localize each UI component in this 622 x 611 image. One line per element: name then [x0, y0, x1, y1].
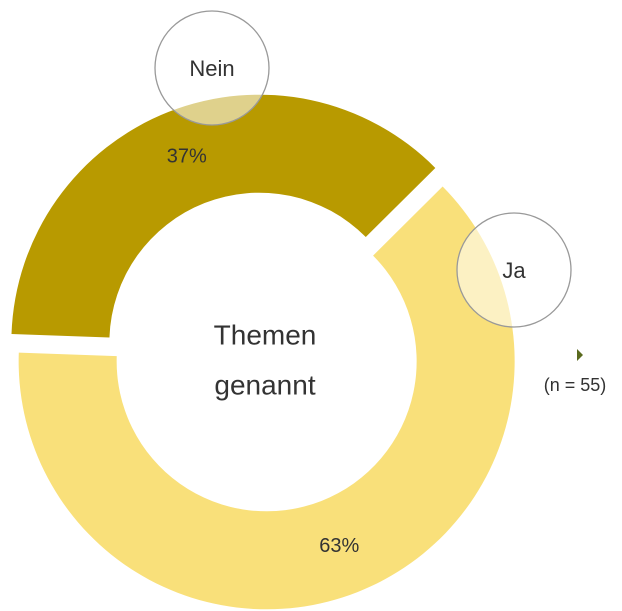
donut-segment [18, 186, 515, 610]
category-label: Nein [189, 56, 234, 81]
category-bubble [456, 212, 572, 328]
center-label: genannt [214, 369, 315, 400]
note-marker [577, 349, 583, 361]
center-label: Themen [214, 319, 317, 350]
category-bubble [154, 10, 270, 126]
value-label: 63% [319, 535, 359, 557]
donut-segment [11, 94, 436, 338]
value-label: 37% [167, 146, 207, 168]
category-label: Ja [502, 258, 526, 283]
note: (n = 55) [544, 375, 607, 395]
